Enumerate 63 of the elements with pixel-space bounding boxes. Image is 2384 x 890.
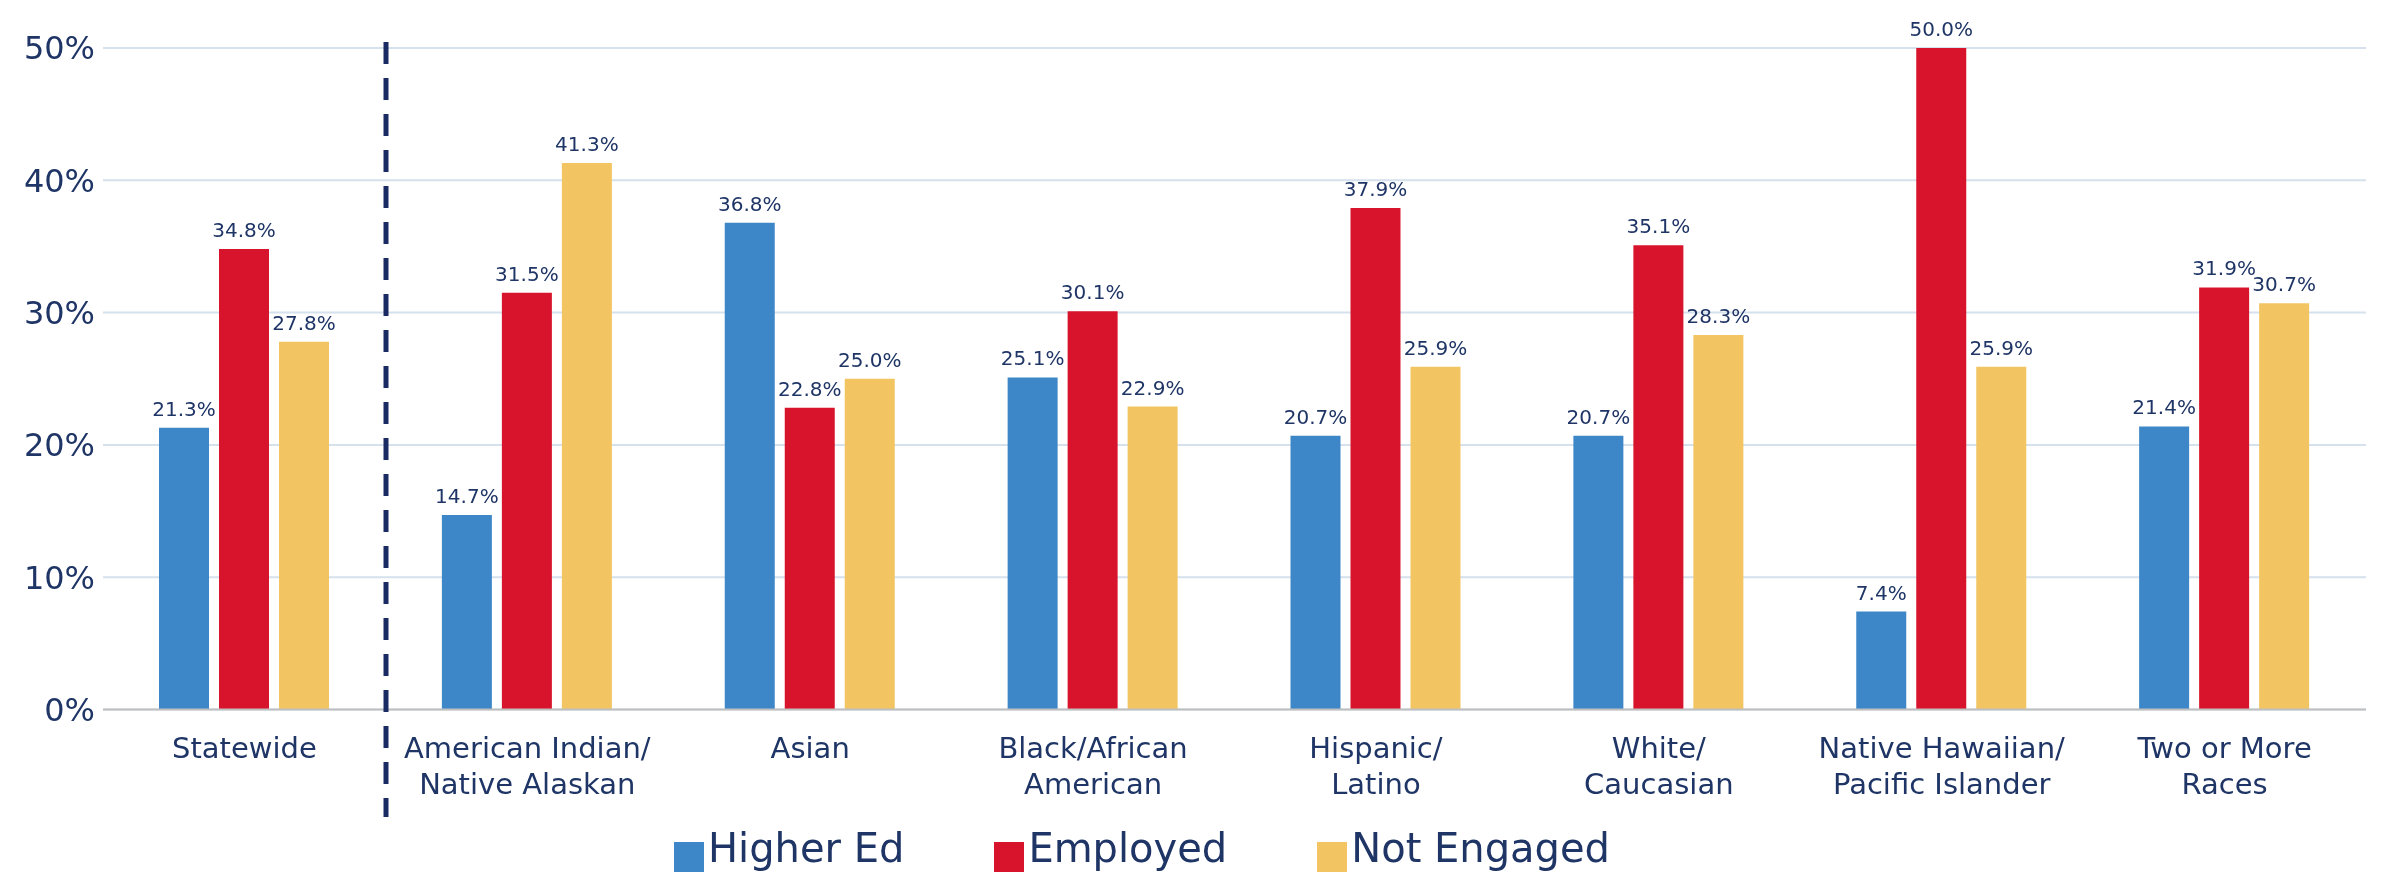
x-tick-label: Statewide — [172, 730, 317, 765]
bar — [1410, 366, 1461, 710]
data-label: 21.4% — [2132, 395, 2196, 420]
data-label: 34.8% — [212, 218, 276, 243]
data-label: 25.9% — [1969, 335, 2034, 360]
bar — [1127, 406, 1178, 710]
y-tick-label: 20% — [23, 426, 95, 465]
bar — [784, 407, 835, 710]
bar — [2199, 287, 2250, 710]
data-label: 20.7% — [1566, 404, 1631, 429]
bar — [1007, 377, 1058, 710]
bar — [1633, 245, 1684, 710]
bar — [1693, 335, 1744, 710]
bar — [2259, 303, 2310, 710]
bar — [1856, 611, 1907, 710]
data-label: 37.9% — [1343, 177, 1408, 202]
data-label: 50.0% — [1909, 17, 1974, 41]
data-label: 30.1% — [1060, 280, 1125, 305]
y-tick-label: 30% — [23, 293, 95, 332]
data-label: 25.1% — [1000, 346, 1065, 371]
bar — [1916, 48, 1967, 710]
x-tick-label: Asian — [770, 730, 850, 765]
data-label: 21.3% — [152, 396, 216, 421]
legend-label: Higher Ed — [708, 824, 905, 871]
bar — [1573, 435, 1624, 710]
data-label: 20.7% — [1283, 404, 1348, 429]
data-label: 7.4% — [1855, 580, 1907, 605]
data-label: 22.8% — [777, 376, 842, 401]
y-tick-label: 50% — [23, 29, 95, 68]
data-label: 14.7% — [435, 484, 499, 509]
bar — [159, 427, 209, 710]
bar — [844, 378, 895, 710]
bar — [1290, 435, 1341, 710]
data-label: 41.3% — [555, 132, 619, 157]
x-tick-label: Hispanic/ Latino — [1309, 730, 1443, 801]
y-tick-label: 0% — [44, 690, 95, 729]
x-tick-label: Two or More Races — [2136, 730, 2312, 801]
data-label: 22.9% — [1120, 375, 1185, 400]
x-tick-label: Native Hawaiian/ Pacific Islander — [1818, 730, 2066, 801]
data-label: 36.8% — [717, 191, 782, 216]
bar — [441, 515, 492, 710]
bar — [1067, 311, 1118, 710]
bar — [279, 341, 329, 710]
bar — [2139, 426, 2190, 710]
bar — [501, 292, 552, 710]
data-label: 25.9% — [1403, 335, 1468, 360]
bar — [1976, 366, 2027, 710]
bar — [1350, 208, 1401, 710]
data-label: 25.0% — [837, 347, 902, 372]
x-tick-label: American Indian/ Native Alaskan — [404, 730, 651, 801]
data-label: 28.3% — [1686, 304, 1751, 329]
x-tick-label: Black/African American — [998, 730, 1188, 801]
legend-label: Employed — [1028, 824, 1228, 871]
y-tick-label: 10% — [23, 558, 95, 597]
data-label: 27.8% — [272, 310, 336, 335]
legend-label: Not Engaged — [1351, 824, 1610, 871]
bar — [724, 222, 775, 710]
y-tick-label: 40% — [23, 161, 95, 200]
bar — [561, 163, 612, 710]
x-tick-label: White/ Caucasian — [1584, 730, 1734, 801]
bar — [219, 249, 269, 710]
data-label: 31.5% — [495, 261, 559, 286]
data-label: 35.1% — [1626, 214, 1691, 239]
